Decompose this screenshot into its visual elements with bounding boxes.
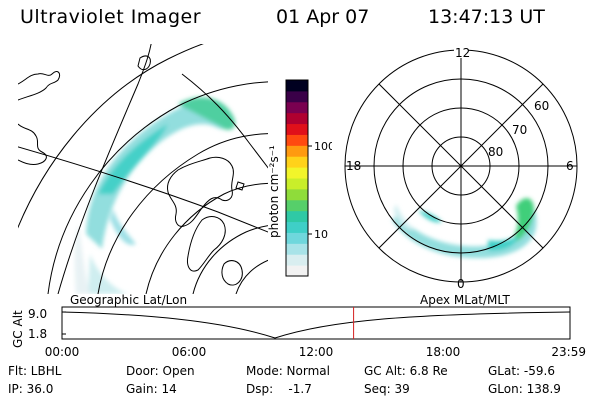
colorbar-swatch	[286, 101, 308, 114]
timeline-axis-title: GC Alt	[11, 310, 25, 348]
timeline-right-caption: Apex MLat/MLT	[420, 293, 510, 307]
colorbar-swatch	[286, 167, 308, 179]
polar-aurora	[392, 198, 537, 258]
mlt-12-label: 12	[455, 46, 470, 60]
colorbar-swatch	[286, 90, 308, 103]
timeline-left-caption: Geographic Lat/Lon	[70, 293, 187, 307]
timeline-y-bottom: 1.8	[28, 327, 47, 341]
gain-label: Gain: 14	[126, 382, 177, 396]
colorbar-swatch	[286, 188, 308, 201]
geographic-map	[18, 44, 268, 294]
ip-label: IP: 36.0	[8, 382, 54, 396]
dsp-label: Dsp: -1.7	[246, 382, 312, 396]
colorbar-swatch	[286, 134, 308, 146]
lat-lon-grid	[18, 44, 268, 294]
coastlines	[18, 55, 245, 286]
colorbar-swatch	[286, 199, 308, 212]
seq-label: Seq: 39	[364, 382, 410, 396]
page-title: Ultraviolet Imager	[20, 6, 202, 28]
colorbar-swatch	[286, 243, 308, 255]
altitude-timeline: GC Alt 9.0 1.8 Geographic Lat/Lon Apex M…	[11, 293, 586, 359]
colorbar-swatch	[286, 156, 308, 168]
timeline-tick-label: 12:00	[299, 345, 334, 359]
colorbar: 100 10 photon cm⁻²s⁻¹	[267, 79, 332, 277]
gc-alt-label: GC Alt: 6.8 Re	[364, 364, 448, 378]
timeline-tick-label: 23:59	[551, 345, 586, 359]
timeline-tick-label: 06:00	[172, 345, 207, 359]
colorbar-swatch	[286, 80, 308, 92]
mlat-70-label: 70	[512, 123, 527, 137]
timeline-tick-label: 00:00	[45, 345, 80, 359]
altitude-curve	[61, 311, 571, 339]
colorbar-swatch	[286, 265, 308, 277]
colorbar-swatch	[286, 145, 308, 157]
colorbar-swatch	[286, 112, 308, 125]
glat-label: GLat: -59.6	[488, 364, 555, 378]
timeline-tick-label: 18:00	[426, 345, 461, 359]
filter-label: Flt: LBHL	[8, 364, 62, 378]
colorbar-swatch	[286, 178, 308, 190]
colorbar-swatch	[286, 254, 308, 266]
mlt-18-label: 18	[346, 159, 361, 173]
polar-grid	[344, 49, 578, 283]
mlt-0-label: 0	[457, 277, 465, 290]
door-label: Door: Open	[126, 364, 195, 378]
timeline-y-top: 9.0	[28, 307, 47, 321]
mode-label: Mode: Normal	[246, 364, 330, 378]
colorbar-tick-100: 100	[314, 140, 332, 153]
colorbar-swatch	[286, 221, 308, 233]
colorbar-tick-10: 10	[314, 228, 328, 241]
mlt-6-label: 6	[566, 159, 574, 173]
polar-plot: 12 0 18 6 60 70 80	[344, 46, 578, 290]
date-label: 01 Apr 07	[276, 6, 370, 28]
colorbar-gradient	[286, 80, 308, 277]
colorbar-swatch	[286, 232, 308, 244]
mlat-60-label: 60	[534, 99, 549, 113]
aurora-emission	[74, 97, 236, 294]
colorbar-swatch	[286, 210, 308, 223]
colorbar-unit-label: photon cm⁻²s⁻¹	[267, 145, 281, 238]
mlat-80-label: 80	[488, 145, 503, 159]
time-label: 13:47:13 UT	[428, 6, 545, 28]
glon-label: GLon: 138.9	[488, 382, 561, 396]
colorbar-swatch	[286, 123, 308, 135]
